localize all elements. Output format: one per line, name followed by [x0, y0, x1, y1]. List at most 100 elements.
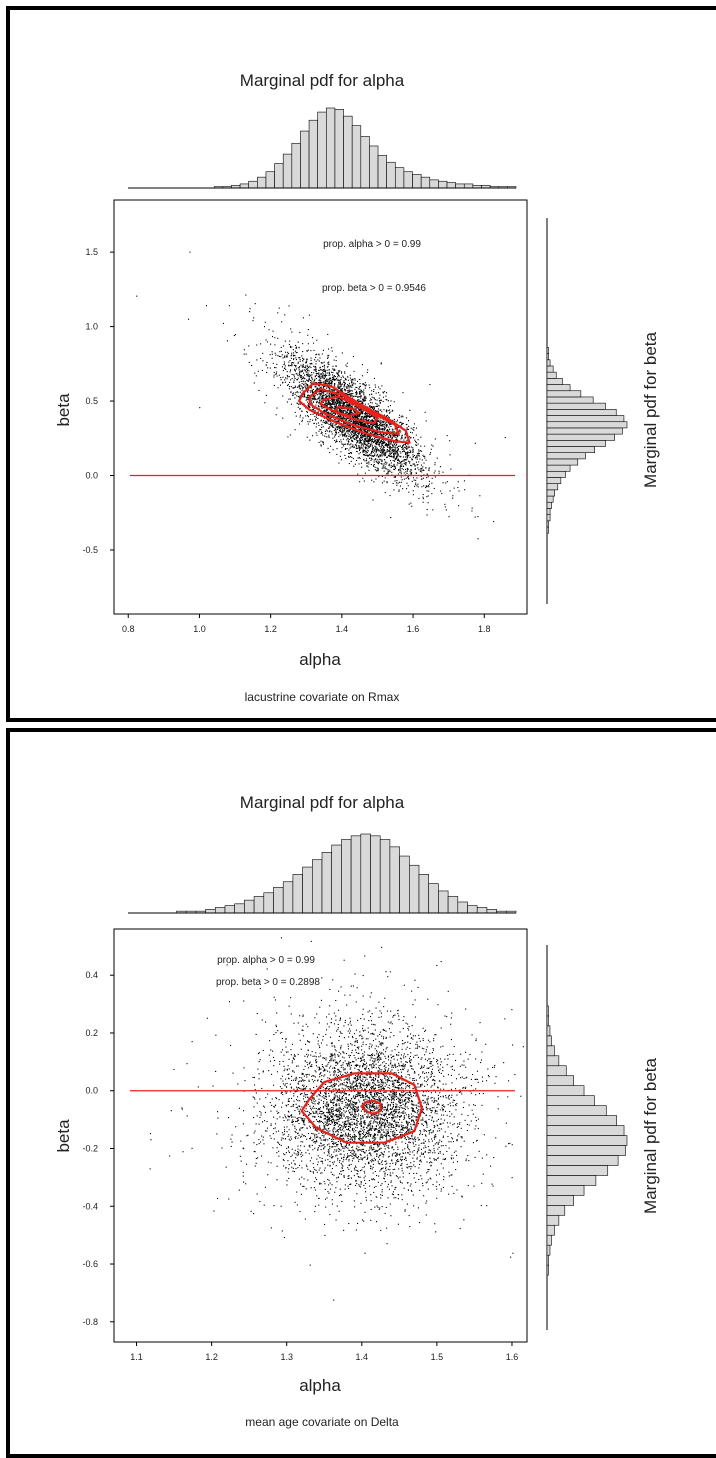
sample-point: [302, 370, 303, 371]
sample-point: [327, 393, 328, 394]
sample-point: [406, 1061, 407, 1062]
sample-point: [331, 1172, 332, 1173]
sample-point: [344, 373, 345, 374]
sample-point: [374, 433, 375, 434]
sample-point: [452, 498, 453, 499]
sample-point: [402, 392, 403, 393]
sample-point: [310, 382, 311, 383]
sample-point: [454, 1070, 455, 1071]
sample-point: [399, 417, 400, 418]
posterior-samples: [136, 252, 506, 540]
sample-point: [324, 370, 325, 371]
sample-point: [360, 458, 361, 459]
sample-point: [430, 452, 431, 453]
sample-point: [407, 473, 408, 474]
sample-point: [295, 392, 296, 393]
sample-point: [361, 448, 362, 449]
sample-point: [368, 416, 369, 417]
sample-point: [274, 367, 275, 368]
sample-point: [328, 428, 329, 429]
sample-point: [308, 405, 309, 406]
sample-point: [290, 371, 291, 372]
sample-point: [418, 449, 419, 450]
sample-point: [429, 384, 430, 385]
sample-point: [414, 423, 415, 424]
sample-point: [369, 394, 370, 395]
sample-point: [362, 437, 363, 438]
sample-point: [307, 421, 308, 422]
sample-point: [369, 387, 370, 388]
sample-point: [391, 453, 392, 454]
sample-point: [399, 472, 400, 473]
sample-point: [324, 367, 325, 368]
sample-point: [310, 390, 311, 391]
sample-point: [403, 1111, 404, 1112]
sample-point: [394, 401, 395, 402]
sample-point: [322, 434, 323, 435]
sample-point: [356, 440, 357, 441]
sample-point: [213, 1085, 214, 1086]
sample-point: [309, 315, 310, 316]
sample-point: [407, 457, 408, 458]
sample-point: [393, 460, 394, 461]
sample-point: [309, 370, 310, 371]
sample-point: [357, 399, 358, 400]
sample-point: [300, 361, 301, 362]
sample-point: [383, 1100, 384, 1101]
sample-point: [387, 472, 388, 473]
sample-point: [298, 362, 299, 363]
sample-point: [419, 459, 420, 460]
sample-point: [357, 415, 358, 416]
sample-point: [375, 458, 376, 459]
sample-point: [377, 467, 378, 468]
sample-point: [302, 383, 303, 384]
sample-point: [362, 375, 363, 376]
sample-point: [338, 384, 339, 385]
sample-point: [276, 408, 277, 409]
sample-point: [305, 387, 306, 388]
sample-point: [403, 469, 404, 470]
sample-point: [377, 434, 378, 435]
sample-point: [395, 447, 396, 448]
sample-point: [325, 372, 326, 373]
sample-point: [266, 395, 267, 396]
sample-point: [299, 367, 300, 368]
sample-point: [362, 1138, 363, 1139]
sample-point: [314, 397, 315, 398]
sample-point: [382, 392, 383, 393]
sample-point: [323, 426, 324, 427]
sample-point: [316, 435, 317, 436]
sample-point: [334, 360, 335, 361]
sample-point: [458, 481, 459, 482]
sample-point: [266, 362, 267, 363]
sample-point: [356, 417, 357, 418]
alpha-marginal-histogram: [177, 834, 517, 913]
sample-point: [346, 418, 347, 419]
sample-point: [435, 470, 436, 471]
sample-point: [302, 411, 303, 412]
sample-point: [320, 420, 321, 421]
sample-point: [274, 385, 275, 386]
sample-point: [349, 457, 350, 458]
sample-point: [397, 450, 398, 451]
sample-point: [345, 448, 346, 449]
sample-point: [379, 421, 380, 422]
sample-point: [360, 452, 361, 453]
sample-point: [262, 353, 263, 354]
sample-point: [388, 1197, 389, 1198]
alpha-hist-bar: [283, 882, 293, 913]
sample-point: [381, 425, 382, 426]
sample-point: [415, 441, 416, 442]
sample-point: [367, 441, 368, 442]
sample-point: [307, 351, 308, 352]
sample-point: [356, 394, 357, 395]
sample-point: [337, 402, 338, 403]
alpha-hist-bar: [235, 904, 245, 913]
sample-point: [408, 426, 409, 427]
sample-point: [352, 385, 353, 386]
y-tick-label: -0.5: [82, 545, 98, 555]
sample-point: [339, 441, 340, 442]
sample-point: [256, 375, 257, 376]
